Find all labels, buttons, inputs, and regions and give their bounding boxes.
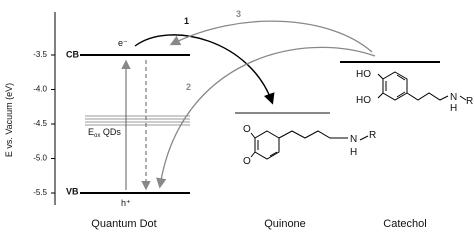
arrow-3-label: 3 xyxy=(236,9,241,19)
tick-label: -4.5 xyxy=(33,119,47,128)
quinone-atom: N xyxy=(350,134,357,145)
catechol-atom: HO xyxy=(356,95,371,106)
eox-label: Eox QDs xyxy=(88,127,121,139)
electron-label: e⁻ xyxy=(118,38,128,48)
catechol-atom: HO xyxy=(356,69,371,80)
quinone-label: Quinone xyxy=(264,218,306,230)
quantum-dot-label: Quantum Dot xyxy=(91,218,156,230)
tick-label: -3.5 xyxy=(33,50,47,59)
quinone-atom: H xyxy=(350,147,357,158)
diagram: E vs. Vacuum (eV) -3.5 -4.0 -4.5 -5.0 -5.5 C… xyxy=(4,9,473,230)
cb-label: CB xyxy=(66,49,79,59)
catechol-structure xyxy=(377,71,467,101)
quinone-atom: O xyxy=(243,124,251,135)
tick-label: -5.5 xyxy=(33,188,47,197)
arrow-3 xyxy=(169,20,373,53)
ticks: -3.5 -4.0 -4.5 -5.0 -5.5 xyxy=(33,50,55,197)
arrow-2-label: 2 xyxy=(186,82,191,92)
arrow-1 xyxy=(134,34,275,105)
hole-label: h⁺ xyxy=(121,198,131,208)
catechol-label: Catechol xyxy=(383,218,426,230)
catechol-atom: H xyxy=(450,103,457,114)
quinone-atom: O xyxy=(243,156,251,167)
quinone-structure xyxy=(250,130,369,160)
quinone-atom: R xyxy=(369,130,376,141)
axis-label: E vs. Vacuum (eV) xyxy=(4,83,14,157)
catechol-atom: R xyxy=(466,96,473,107)
tick-label: -5.0 xyxy=(33,154,47,163)
eox-lines xyxy=(85,115,190,126)
tick-label: -4.0 xyxy=(33,85,47,94)
vb-label: VB xyxy=(66,186,79,196)
arrow-2 xyxy=(156,46,376,189)
catechol-atom: N xyxy=(450,92,457,103)
arrow-1-label: 1 xyxy=(184,16,189,26)
